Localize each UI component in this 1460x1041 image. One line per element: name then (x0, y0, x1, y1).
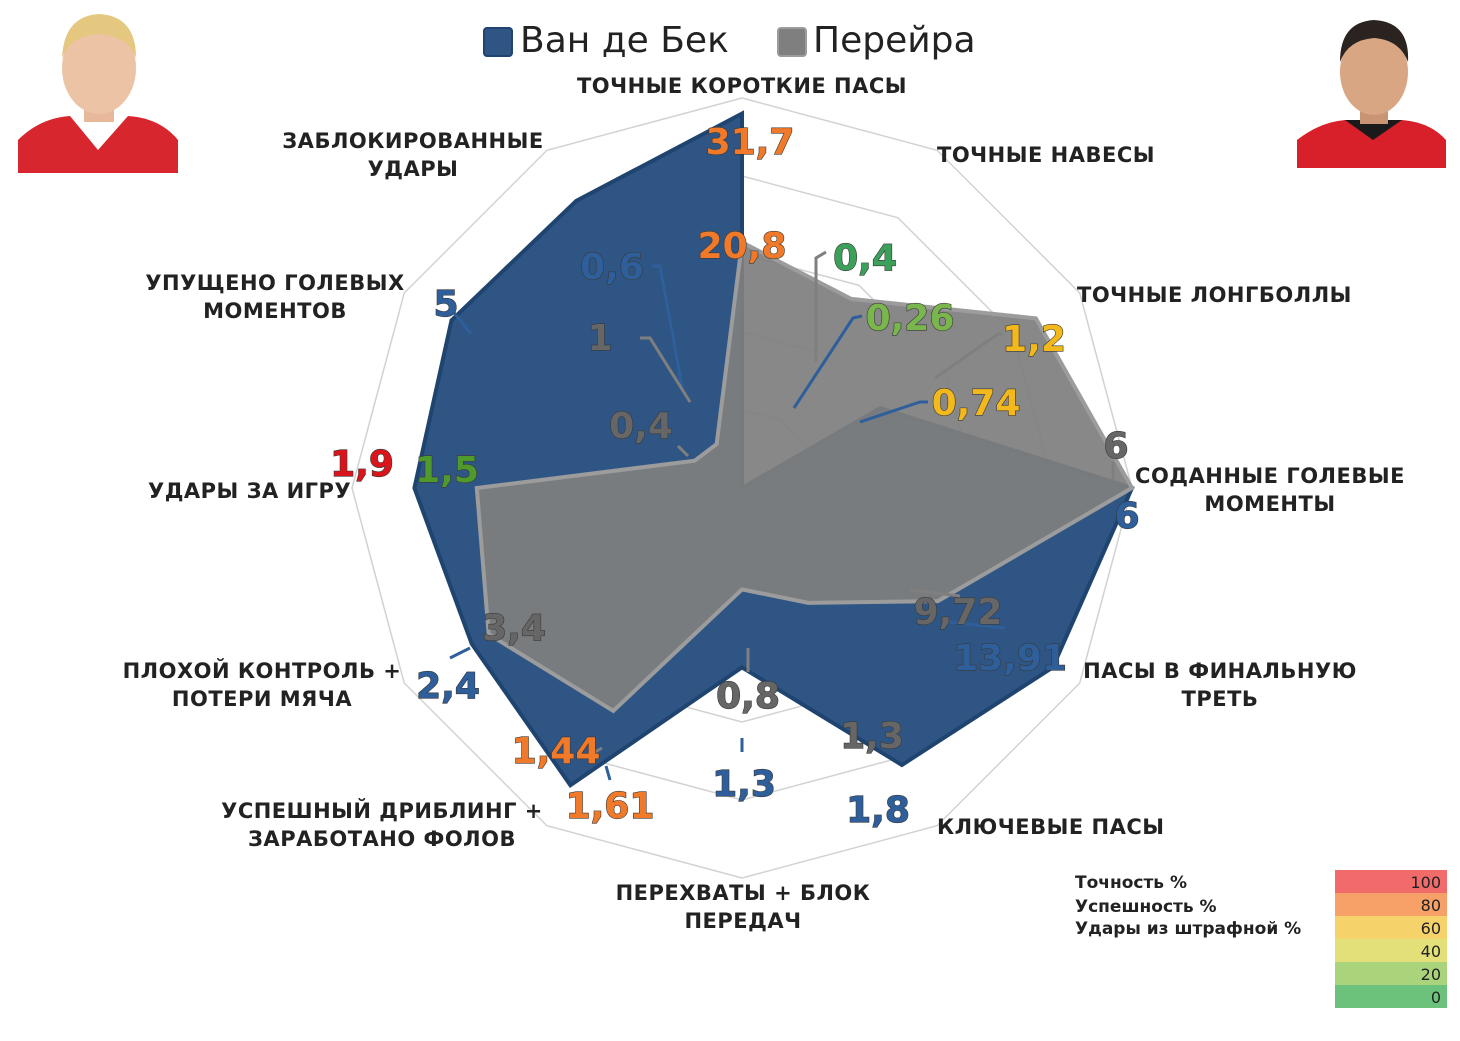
scale-step (1335, 870, 1447, 893)
scale-step (1335, 916, 1447, 939)
value-label-player2: 0,8 (716, 676, 780, 717)
value-label-player1: 13,91 (953, 638, 1067, 679)
leader-line (450, 309, 473, 335)
scale-label-box-shots: Удары из штрафной % (1075, 919, 1301, 939)
value-label-player1: 0,26 (866, 298, 955, 339)
value-label-player2: 0,4 (609, 406, 673, 447)
leader-line (859, 400, 928, 424)
leader-line (676, 444, 690, 458)
scale-step-value: 80 (1421, 896, 1441, 915)
value-label-player2: 1,3 (840, 716, 904, 757)
value-label-player2: 1 (587, 318, 612, 359)
value-label-player2: 20,8 (698, 226, 787, 267)
axis-label: ТОЧНЫЕ КОРОТКИЕ ПАСЫ (577, 74, 907, 98)
axis-label: СОДАННЫЕ ГОЛЕВЫЕ МОМЕНТЫ (1135, 464, 1405, 516)
scale-step (1335, 985, 1447, 1008)
value-label-player2: 1,2 (1002, 319, 1066, 360)
value-leader-lines (449, 250, 1115, 781)
axis-label: УДАРЫ ЗА ИГРУ (148, 479, 351, 503)
value-label-player1: 1,8 (846, 790, 910, 831)
scale-step (1335, 939, 1447, 962)
radar-areas (412, 110, 1135, 788)
axis-label-line: УПУЩЕНО ГОЛЕВЫХ (145, 271, 404, 295)
axis-label-line: ПЕРЕХВАТЫ + БЛОК (616, 881, 871, 905)
leader-line (909, 588, 961, 598)
axis-label: ПАСЫ В ФИНАЛЬНУЮ ТРЕТЬ (1083, 659, 1357, 711)
axis-label-line: ПЛОХОЙ КОНТРОЛЬ + (123, 658, 402, 683)
value-label-player1: 1,61 (566, 786, 655, 827)
legend-swatch-player1 (483, 27, 513, 57)
axis-label: КЛЮЧЕВЫЕ ПАСЫ (937, 815, 1165, 839)
axis-label-line: КЛЮЧЕВЫЕ ПАСЫ (937, 815, 1165, 839)
leader-line (934, 332, 1002, 380)
axis-label-line: МОМЕНТЫ (1204, 492, 1335, 516)
value-label-player1: 0,6 (580, 247, 644, 288)
value-labels: 31,7 20,8 0,26 0,4 0,74 1,2 6 6 13,91 9,72 1,8 1,3 1… (330, 121, 1141, 831)
player1-photo (18, 8, 178, 173)
legend: Ван де Бек Перейра (483, 20, 976, 61)
axis-label: ТОЧНЫЕ НАВЕСЫ (937, 143, 1155, 167)
value-label-player1: 1,3 (712, 764, 776, 805)
axis-label-line: ЗАРАБОТАНО ФОЛОВ (248, 827, 516, 851)
value-label-player1: 6 (1114, 496, 1139, 537)
axis-label-line: УСПЕШНЫЙ ДРИБЛИНГ + (221, 798, 543, 823)
axis-label: УПУЩЕНО ГОЛЕВЫХ МОМЕНТОВ (145, 271, 404, 323)
value-label-player2: 1,44 (512, 731, 601, 772)
value-label-player2: 9,72 (914, 592, 1003, 633)
axis-label-line: СОДАННЫЕ ГОЛЕВЫЕ (1135, 464, 1405, 488)
legend-swatch-player2 (777, 27, 807, 57)
axis-label: ТОЧНЫЕ ЛОНГБОЛЛЫ (1077, 283, 1352, 307)
value-label-player2: 6 (1103, 426, 1128, 467)
scale-step (1335, 893, 1447, 916)
leader-line (594, 746, 603, 754)
value-label-player1: 5 (433, 284, 458, 325)
leader-line (947, 620, 1006, 630)
scale-step (1335, 962, 1447, 985)
axis-label: УСПЕШНЫЙ ДРИБЛИНГ + ЗАРАБОТАНО ФОЛОВ (221, 798, 543, 851)
leader-line (449, 646, 471, 660)
axis-labels: ТОЧНЫЕ КОРОТКИЕ ПАСЫ ТОЧНЫЕ НАВЕСЫ ТОЧНЫЕ … (123, 74, 1405, 933)
scale-step-value: 20 (1421, 965, 1441, 984)
axis-label-line: ТОЧНЫЕ ЛОНГБОЛЛЫ (1077, 283, 1352, 307)
axis-label: ПЛОХОЙ КОНТРОЛЬ + ПОТЕРИ МЯЧА (123, 658, 402, 711)
axis-label-line: МОМЕНТОВ (203, 299, 347, 323)
axis-label-line: ТОЧНЫЕ КОРОТКИЕ ПАСЫ (577, 74, 907, 98)
leader-line (604, 765, 612, 781)
axis-label-line: ПОТЕРИ МЯЧА (172, 687, 352, 711)
color-scale: Точность % Успешность % Удары из штрафно… (1075, 870, 1447, 1008)
grid-ring (351, 97, 1133, 879)
legend-label-player1: Ван де Бек (520, 20, 729, 61)
value-label-player1: 2,4 (416, 666, 480, 707)
axis-label-line: ПЕРЕДАЧ (684, 909, 801, 933)
series-area-player2 (474, 239, 1135, 714)
value-label-player1: 31,7 (706, 122, 795, 163)
leader-line (640, 336, 692, 403)
scale-step-value: 100 (1410, 873, 1441, 892)
axis-label-line: ТОЧНЫЕ НАВЕСЫ (937, 143, 1155, 167)
scale-step-value: 60 (1421, 919, 1441, 938)
scale-step-value: 0 (1431, 988, 1441, 1007)
axis-label-line: УДАРЫ ЗА ИГРУ (148, 479, 351, 503)
scale-step-value: 40 (1421, 942, 1441, 961)
value-label-player1: 0,74 (932, 383, 1021, 424)
value-label-player1: 1,9 (330, 444, 394, 485)
axis-label-line: ЗАБЛОКИРОВАННЫЕ (282, 129, 543, 153)
axis-label-line: ПАСЫ В ФИНАЛЬНУЮ (1083, 659, 1357, 683)
leader-line (652, 264, 685, 393)
value-label-player2: 1,5 (415, 450, 479, 491)
value-label-player2: 3,4 (482, 608, 546, 649)
leader-line (792, 314, 863, 409)
axis-label-line: УДАРЫ (368, 157, 459, 181)
axis-label: ЗАБЛОКИРОВАННЫЕ УДАРЫ (282, 129, 543, 181)
leader-line (814, 250, 827, 362)
legend-label-player2: Перейра (813, 20, 976, 61)
axis-label-line: ТРЕТЬ (1182, 687, 1259, 711)
scale-label-accuracy: Точность % (1075, 873, 1187, 893)
scale-label-success: Успешность % (1075, 897, 1217, 917)
value-label-player2: 0,4 (833, 238, 897, 279)
axis-label: ПЕРЕХВАТЫ + БЛОК ПЕРЕДАЧ (616, 881, 871, 933)
player2-photo (1295, 18, 1447, 170)
